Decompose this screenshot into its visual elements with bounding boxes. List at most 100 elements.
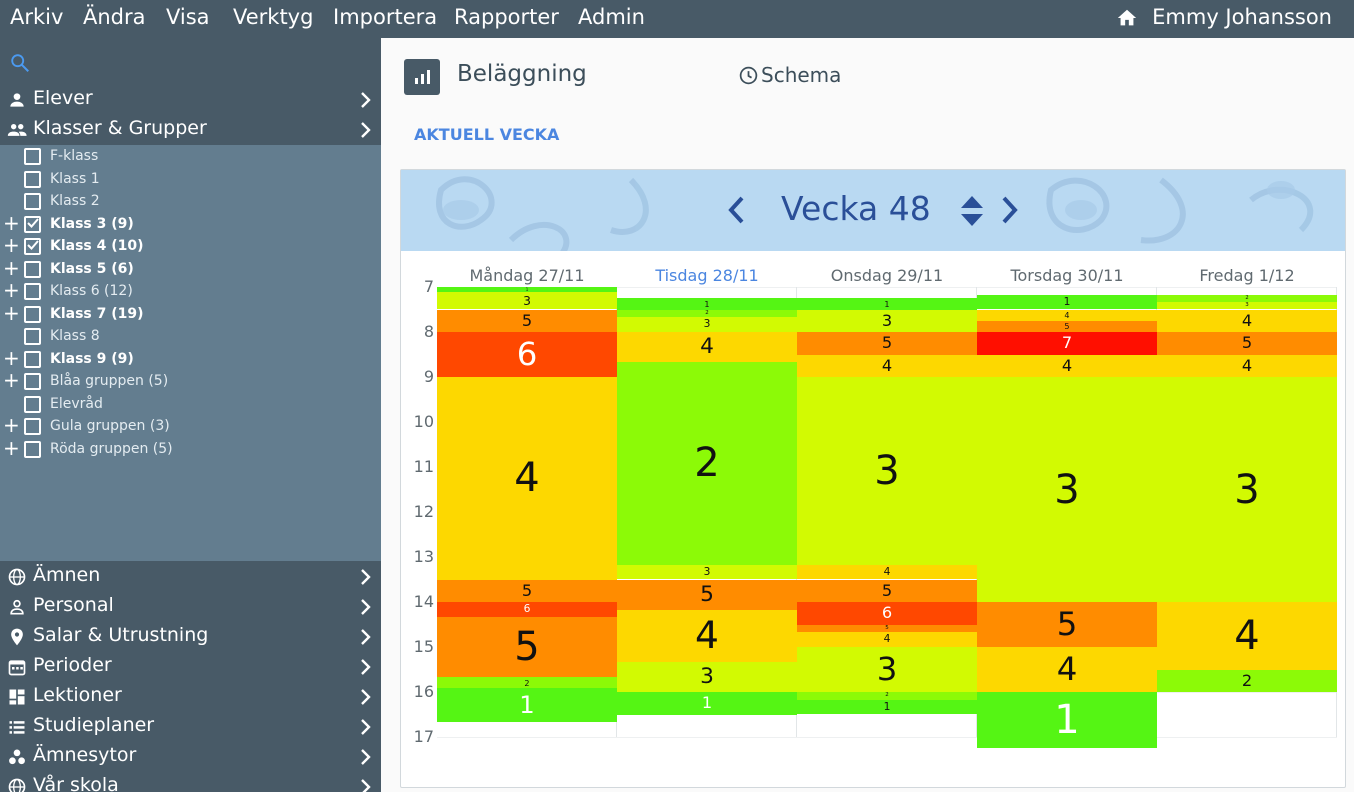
occupancy-segment[interactable]: 4	[1157, 354, 1337, 377]
menu-importera[interactable]: Importera	[333, 5, 438, 29]
expand-icon[interactable]: +	[3, 255, 20, 280]
occupancy-segment[interactable]: 4	[977, 647, 1157, 692]
sidebar-item-elever[interactable]: Elever	[0, 85, 381, 115]
checkbox[interactable]	[24, 305, 41, 323]
occupancy-segment[interactable]: 4	[977, 354, 1157, 377]
expand-icon[interactable]: +	[3, 435, 20, 460]
menu-rapporter[interactable]: Rapporter	[454, 5, 559, 29]
sidebar-item-klasser[interactable]: Klasser & Grupper	[0, 115, 381, 145]
occupancy-segment[interactable]: 1	[617, 298, 797, 310]
occupancy-segment[interactable]: 1	[437, 287, 617, 293]
occupancy-segment[interactable]: 4	[617, 609, 797, 662]
checkbox[interactable]	[24, 193, 41, 210]
expand-icon[interactable]: +	[3, 345, 20, 370]
occupancy-segment[interactable]: 6	[797, 602, 977, 625]
checkbox[interactable]	[24, 238, 41, 255]
expand-icon[interactable]: +	[3, 368, 20, 392]
checkbox[interactable]	[24, 283, 41, 300]
occupancy-segment[interactable]: 1	[977, 692, 1157, 749]
class-item[interactable]: + Klass 3 (9)	[0, 210, 381, 236]
occupancy-segment[interactable]: 1	[797, 699, 977, 715]
occupancy-segment[interactable]: 7	[977, 332, 1157, 355]
class-item[interactable]: + Klass 9 (9)	[0, 345, 381, 371]
checkbox[interactable]	[24, 440, 41, 458]
sidebar-item-ämnen[interactable]: Ämnen	[0, 562, 381, 592]
class-item[interactable]: + Klass 5 (6)	[0, 255, 381, 281]
occupancy-segment[interactable]: 4	[797, 632, 977, 647]
occupancy-segment[interactable]: 5	[977, 602, 1157, 647]
occupancy-segment[interactable]: 4	[797, 354, 977, 377]
occupancy-segment[interactable]: 3	[1157, 377, 1337, 602]
occupancy-segment[interactable]: 2	[1157, 294, 1337, 302]
home-icon[interactable]	[1116, 7, 1138, 29]
next-week-button[interactable]	[998, 194, 1020, 226]
previous-week-button[interactable]	[726, 194, 748, 226]
checkbox[interactable]	[24, 418, 41, 435]
occupancy-segment[interactable]: 4	[797, 564, 977, 580]
occupancy-segment[interactable]: 4	[977, 309, 1157, 321]
menu-admin[interactable]: Admin	[578, 5, 645, 29]
expand-icon[interactable]: +	[3, 300, 20, 325]
occupancy-segment[interactable]: 5	[617, 579, 797, 610]
checkbox[interactable]	[24, 215, 41, 233]
checkbox[interactable]	[24, 170, 41, 188]
occupancy-segment[interactable]: 2	[797, 692, 977, 700]
occupancy-segment[interactable]: 3	[617, 564, 797, 580]
class-item[interactable]: + Klass 4 (10)	[0, 233, 381, 258]
class-item[interactable]: + Klass 7 (19)	[0, 300, 381, 326]
menu-visa[interactable]: Visa	[166, 5, 210, 29]
occupancy-segment[interactable]: 2	[437, 677, 617, 689]
clock-icon[interactable]	[738, 65, 759, 86]
occupancy-segment[interactable]: 3	[797, 377, 977, 565]
occupancy-segment[interactable]: 2	[617, 362, 797, 565]
sort-arrows-icon[interactable]	[959, 194, 985, 228]
class-item[interactable]: Klass 2	[0, 191, 381, 213]
occupancy-segment[interactable]: 3	[797, 309, 977, 332]
sidebar-item-personal[interactable]: Personal	[0, 592, 381, 622]
class-item[interactable]: F-klass	[0, 146, 381, 168]
menu-arkiv[interactable]: Arkiv	[10, 5, 64, 29]
checkbox[interactable]	[24, 148, 41, 165]
occupancy-segment[interactable]: 2	[617, 309, 797, 318]
occupancy-segment[interactable]: 5	[977, 320, 1157, 332]
current-week-button[interactable]: AKTUELL VECKA	[414, 125, 560, 144]
expand-icon[interactable]: +	[3, 210, 20, 235]
expand-icon[interactable]: +	[3, 413, 20, 437]
menu-verktyg[interactable]: Verktyg	[233, 5, 314, 29]
sidebar-item-salar-utrustning[interactable]: Salar & Utrustning	[0, 622, 381, 652]
occupancy-segment[interactable]: 3	[617, 661, 797, 692]
occupancy-segment[interactable]: 6	[437, 602, 617, 617]
sidebar-item-lektioner[interactable]: Lektioner	[0, 682, 381, 712]
class-item[interactable]: Klass 8	[0, 326, 381, 348]
occupancy-segment[interactable]: 5	[797, 332, 977, 355]
occupancy-segment[interactable]: 4	[1157, 602, 1337, 670]
occupancy-segment[interactable]: 3	[797, 647, 977, 692]
occupancy-segment[interactable]: 1	[797, 298, 977, 310]
sidebar-item-perioder[interactable]: Perioder	[0, 652, 381, 682]
class-item[interactable]: + Röda gruppen (5)	[0, 435, 381, 461]
occupancy-segment[interactable]: 5	[797, 579, 977, 602]
checkbox[interactable]	[24, 350, 41, 368]
checkbox[interactable]	[24, 373, 41, 390]
user-name[interactable]: Emmy Johansson	[1152, 5, 1332, 29]
checkbox[interactable]	[24, 328, 41, 345]
class-item[interactable]: Klass 1	[0, 169, 381, 191]
menu-andra[interactable]: Ändra	[83, 5, 146, 29]
checkbox[interactable]	[24, 260, 41, 278]
checkbox[interactable]	[24, 395, 41, 413]
occupancy-segment[interactable]: 5	[797, 624, 977, 633]
occupancy-segment[interactable]: 3	[617, 317, 797, 332]
class-item[interactable]: Elevråd	[0, 394, 381, 416]
occupancy-segment[interactable]: 3	[437, 292, 617, 310]
occupancy-segment[interactable]: 3	[1157, 301, 1337, 310]
class-item[interactable]: + Klass 6 (12)	[0, 278, 381, 303]
occupancy-segment[interactable]: 3	[977, 377, 1157, 602]
occupancy-segment[interactable]: 4	[617, 332, 797, 363]
occupancy-segment[interactable]: 1	[977, 294, 1157, 310]
expand-icon[interactable]: +	[3, 278, 20, 302]
occupancy-segment[interactable]: 1	[617, 692, 797, 715]
occupancy-segment[interactable]: 5	[437, 579, 617, 602]
occupancy-segment[interactable]: 4	[1157, 309, 1337, 332]
occupancy-segment[interactable]: 5	[1157, 332, 1337, 355]
occupancy-segment[interactable]: 1	[437, 688, 617, 723]
